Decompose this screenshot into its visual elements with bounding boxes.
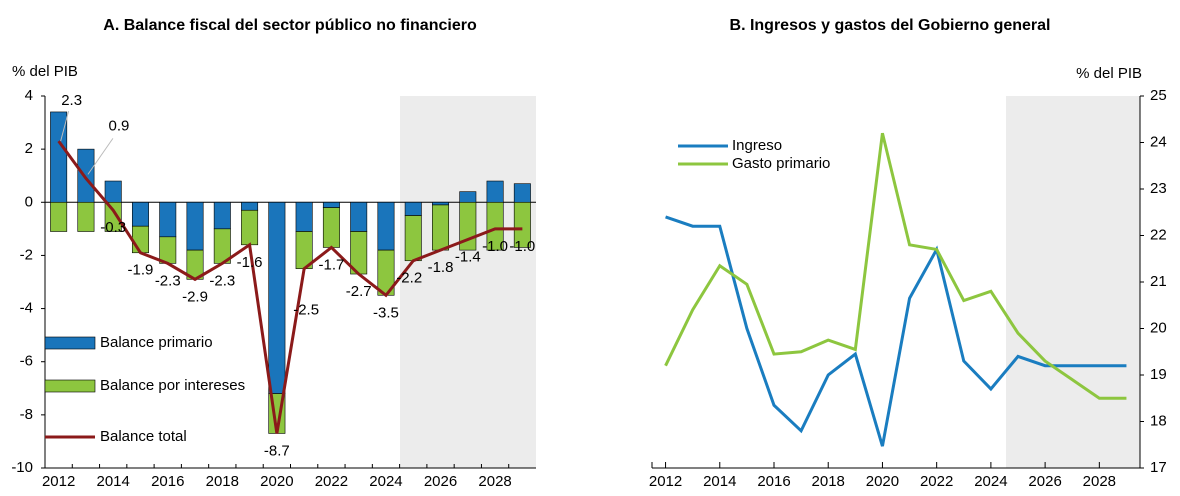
y-axis-label: % del PIB [12, 63, 78, 80]
x-tick-label: 2012 [42, 473, 75, 490]
bar [486, 180, 504, 203]
bar [295, 201, 313, 232]
x-tick-label: 2018 [812, 473, 845, 490]
data-label: -1.0 [482, 238, 508, 255]
y-tick-label: 17 [1150, 459, 1167, 476]
legend-label: Balance primario [100, 334, 213, 351]
y-tick-label: -4 [20, 300, 33, 317]
bar [404, 201, 422, 216]
leader-line [60, 111, 70, 142]
y-tick-label: -2 [20, 246, 33, 263]
x-tick-label: 2028 [1083, 473, 1116, 490]
bar [159, 201, 177, 238]
x-tick-label: 2012 [649, 473, 682, 490]
bar [432, 201, 450, 206]
x-tick-label: 2028 [478, 473, 511, 490]
y-tick-label: -10 [11, 459, 33, 476]
bar [186, 201, 204, 251]
data-label: -1.6 [237, 254, 263, 271]
chart-title: B. Ingresos y gastos del Gobierno genera… [730, 17, 1051, 34]
bar [322, 201, 340, 208]
forecast-shade [400, 96, 536, 468]
bar [513, 201, 531, 248]
y-tick-label: 20 [1150, 319, 1167, 336]
data-label: -2.3 [155, 272, 181, 289]
leader-line [87, 138, 114, 175]
x-tick-label: 2014 [703, 473, 736, 490]
y-tick-label: 21 [1150, 273, 1167, 290]
data-label: -2.7 [346, 283, 372, 300]
y-axis-label: % del PIB [1076, 65, 1142, 82]
chart-title: A. Balance fiscal del sector público no … [103, 17, 477, 34]
data-label: -2.9 [182, 288, 208, 305]
x-tick-label: 2024 [369, 473, 402, 490]
x-tick-label: 2026 [424, 473, 457, 490]
bar [404, 215, 422, 262]
bar [213, 201, 231, 230]
data-label: 0.9 [108, 117, 129, 134]
bar [131, 225, 149, 254]
data-label: -1.4 [455, 248, 481, 265]
y-tick-label: 0 [25, 193, 33, 210]
x-tick-label: 2020 [260, 473, 293, 490]
y-tick-label: 23 [1150, 180, 1167, 197]
data-label: -1.9 [128, 262, 154, 279]
data-label: -2.3 [209, 272, 235, 289]
bar [350, 201, 368, 232]
legend-swatch [44, 336, 96, 350]
legend-label: Gasto primario [732, 155, 830, 172]
data-label: -1.7 [318, 256, 344, 273]
bar [131, 201, 149, 227]
y-tick-label: 22 [1150, 226, 1167, 243]
data-label: -3.5 [373, 304, 399, 321]
x-tick-label: 2016 [757, 473, 790, 490]
y-tick-label: -6 [20, 353, 33, 370]
bar [241, 201, 259, 211]
line [664, 132, 1127, 400]
y-tick-label: -8 [20, 406, 33, 423]
bar [322, 207, 340, 248]
forecast-shade [1006, 96, 1140, 468]
y-tick-label: 2 [25, 140, 33, 157]
data-label: -8.7 [264, 442, 290, 459]
y-tick-label: 19 [1150, 366, 1167, 383]
data-label: 2.3 [61, 92, 82, 109]
y-tick-label: 18 [1150, 412, 1167, 429]
x-tick-label: 2022 [920, 473, 953, 490]
y-tick-label: 25 [1150, 87, 1167, 104]
bar [104, 201, 122, 232]
legend-label: Balance por intereses [100, 377, 245, 394]
legend-label: Ingreso [732, 137, 782, 154]
x-tick-label: 2018 [206, 473, 239, 490]
y-tick-label: 24 [1150, 133, 1167, 150]
bar [268, 201, 286, 394]
x-tick-label: 2016 [151, 473, 184, 490]
bar [513, 183, 531, 203]
bar [432, 204, 450, 251]
x-tick-label: 2014 [97, 473, 130, 490]
x-tick-label: 2022 [315, 473, 348, 490]
legend-swatch [44, 379, 96, 393]
legend-label: Balance total [100, 428, 187, 445]
x-tick-label: 2020 [866, 473, 899, 490]
bar [241, 209, 259, 246]
bar [159, 236, 177, 264]
bar [104, 180, 122, 203]
x-tick-label: 2026 [1028, 473, 1061, 490]
data-label: -2.2 [396, 270, 422, 287]
bar [377, 201, 395, 251]
bar [77, 201, 95, 232]
data-label: -1.8 [428, 259, 454, 276]
data-label: -1.0 [509, 238, 535, 255]
bar [77, 148, 95, 203]
y-tick-label: 4 [25, 87, 33, 104]
bar [459, 191, 477, 203]
bar [486, 201, 504, 251]
bar [50, 201, 68, 232]
data-label: -0.3 [100, 219, 126, 236]
x-tick-label: 2024 [974, 473, 1007, 490]
line [57, 140, 523, 434]
data-label: -2.5 [293, 302, 319, 319]
